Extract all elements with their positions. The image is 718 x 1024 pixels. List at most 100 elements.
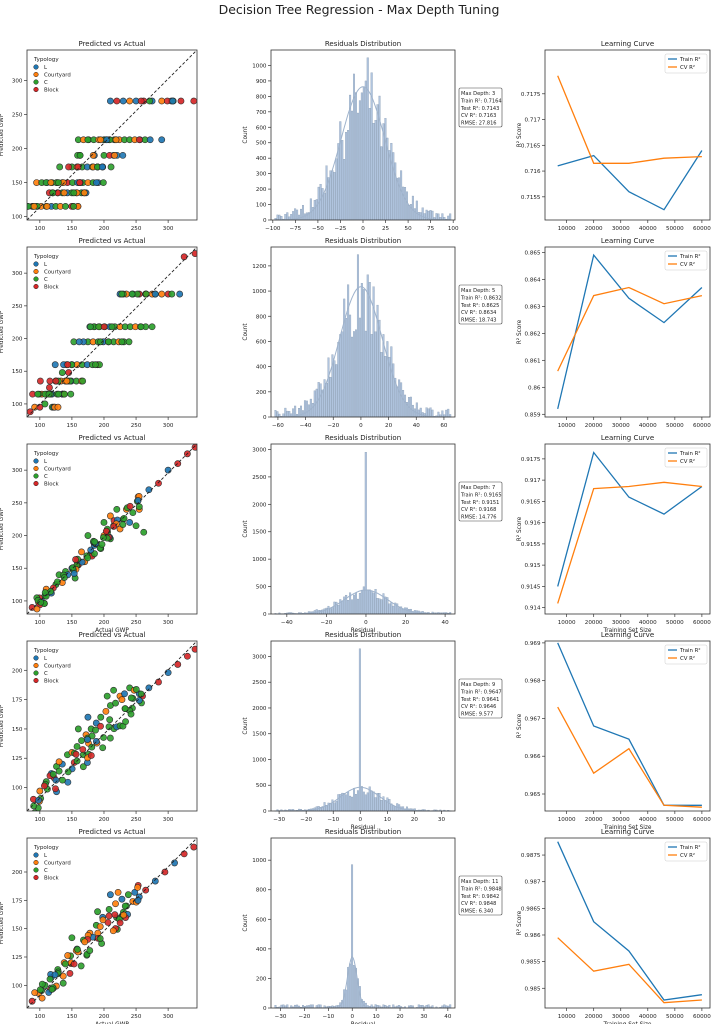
x-tick-label: 30000 [612,817,630,823]
y-tick-label: 100 [12,215,23,221]
metric-text: Max Depth: 3 [461,91,495,97]
legend-label: CV R² [680,458,695,465]
y-tick-label: 250 [12,501,23,507]
scatter-point [92,726,99,734]
scatter-point [127,710,135,718]
x-tick-label: 300 [163,1014,174,1020]
subplot-row-5: 100 150 200 250 300100125150175200Predicted … [0,828,711,1024]
scatter-point [109,927,117,935]
scatter-point [142,290,150,298]
y-tick-label: 300 [12,271,23,277]
scatter-point [168,290,176,298]
x-tick-label: −40 [300,423,312,429]
metric-text: Max Depth: 9 [461,682,495,688]
y-tick-label: 0.9175 [521,457,541,463]
histogram-bar [319,184,322,221]
histogram-bar [390,602,393,615]
histogram-bar [447,215,450,221]
y-tick-label: 100 [12,599,23,605]
scatter-point [140,528,148,536]
x-tick-label: 250 [131,423,142,429]
scatter-point [46,975,54,983]
histogram-bar [353,788,355,812]
scatter-point [129,509,137,517]
histogram-bar [368,589,371,615]
scatter-point [55,767,63,775]
x-axis-label: Training Set Size [603,825,652,831]
y-tick-label: 0.9165 [521,499,541,505]
histogram-bar [354,592,357,615]
x-tick-label: 20 [411,817,419,823]
x-tick-label: 0 [364,620,368,626]
histogram-bar [276,214,279,221]
y-tick-label: 500 [256,783,267,789]
scatter-point [103,692,111,700]
scatter-point [93,179,100,186]
scatter-point [79,746,87,753]
x-tick-label: 40 [413,423,421,429]
histogram-bar [390,346,393,418]
subplot-row-2: 100 150 200 250 300100150200250300Predicted … [0,237,711,429]
legend-label: CV R² [680,852,695,859]
scatter-point [190,843,197,851]
learning-curve-panel: 10000 20000 30000 40000 50000 60000 0.914 0.914… [516,434,711,634]
scatter-point [99,744,107,752]
scatter-points [27,247,197,417]
metric-text: Train R²: 0.9165 [460,492,502,498]
y-tick-label: 900 [256,79,267,85]
histogram-bar [384,118,387,221]
histogram-bar [337,342,340,418]
scatter-point [76,179,84,186]
x-tick-label: −10 [322,1014,334,1020]
histogram-bar [356,112,359,221]
y-tick-label: 175 [12,898,23,904]
histogram-bar [331,799,334,812]
x-tick-label: 40 [444,1014,452,1020]
x-tick-label: 20 [385,423,393,429]
y-tick-label: 500 [256,141,267,147]
scatter-point [134,897,142,904]
y-tick-label: 0.863 [524,304,540,310]
scatter-point [52,776,60,784]
scatter-point [96,923,104,931]
x-tick-label: 300 [163,817,174,823]
legend-marker [33,276,39,282]
histogram-bar [360,92,363,221]
histogram-bar [337,604,340,615]
axes-frame [270,246,456,418]
legend-label: C [44,277,48,283]
histogram-bar [353,331,355,418]
scatter-point [68,934,76,942]
legend-label: Train R² [679,253,701,260]
scatter-point [135,136,143,144]
histogram-bar [370,334,373,418]
scatter-point [106,97,114,105]
y-tick-label: 0.9145 [521,584,541,590]
histogram-bar [284,407,287,418]
y-tick-label: 0.7155 [521,195,541,201]
histogram-bar [402,608,405,615]
histogram-bar [339,334,342,418]
scatter-point [49,189,57,197]
y-tick-label: 150 [12,369,23,375]
scatter-point [106,734,114,742]
legend-marker [33,859,39,866]
scatter-point [60,574,68,581]
histogram-bar [343,159,346,221]
histogram-bar [345,989,348,1009]
x-axis-label: Residual [351,628,376,634]
histogram-bar [431,409,434,418]
y-tick-label: 300 [12,468,23,474]
histogram-bar [305,400,308,418]
histogram-bar [447,408,450,418]
y-tick-label: 0.7165 [521,143,541,149]
scatter-point [121,902,129,910]
scatter-point [70,189,78,197]
scatter-point [48,985,56,993]
legend-label: L [44,65,47,71]
axes-frame [270,837,456,1009]
histogram-bar [437,213,440,221]
metric-text: Train R²: 0.9848 [460,886,502,892]
scatter-point [121,705,129,712]
